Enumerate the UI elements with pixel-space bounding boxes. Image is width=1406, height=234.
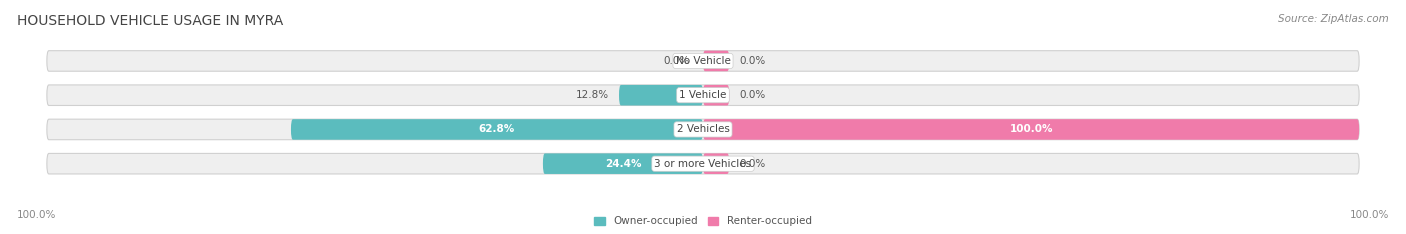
Text: 100.0%: 100.0% — [1350, 210, 1389, 220]
Text: 62.8%: 62.8% — [479, 124, 515, 135]
FancyBboxPatch shape — [46, 51, 1360, 71]
Legend: Owner-occupied, Renter-occupied: Owner-occupied, Renter-occupied — [595, 216, 811, 227]
Text: 100.0%: 100.0% — [1010, 124, 1053, 135]
Text: No Vehicle: No Vehicle — [675, 56, 731, 66]
FancyBboxPatch shape — [291, 119, 703, 140]
Text: 0.0%: 0.0% — [740, 159, 765, 169]
Text: 12.8%: 12.8% — [576, 90, 609, 100]
Text: 0.0%: 0.0% — [664, 56, 690, 66]
FancyBboxPatch shape — [46, 119, 1360, 140]
Text: 0.0%: 0.0% — [740, 56, 765, 66]
Text: 1 Vehicle: 1 Vehicle — [679, 90, 727, 100]
FancyBboxPatch shape — [703, 154, 730, 174]
FancyBboxPatch shape — [703, 85, 730, 106]
FancyBboxPatch shape — [703, 51, 730, 71]
FancyBboxPatch shape — [619, 85, 703, 106]
Text: Source: ZipAtlas.com: Source: ZipAtlas.com — [1278, 14, 1389, 24]
FancyBboxPatch shape — [703, 119, 1360, 140]
FancyBboxPatch shape — [46, 85, 1360, 106]
Text: 2 Vehicles: 2 Vehicles — [676, 124, 730, 135]
Text: 0.0%: 0.0% — [740, 90, 765, 100]
FancyBboxPatch shape — [543, 154, 703, 174]
Text: HOUSEHOLD VEHICLE USAGE IN MYRA: HOUSEHOLD VEHICLE USAGE IN MYRA — [17, 14, 283, 28]
Text: 100.0%: 100.0% — [17, 210, 56, 220]
Text: 24.4%: 24.4% — [605, 159, 641, 169]
FancyBboxPatch shape — [46, 154, 1360, 174]
Text: 3 or more Vehicles: 3 or more Vehicles — [654, 159, 752, 169]
